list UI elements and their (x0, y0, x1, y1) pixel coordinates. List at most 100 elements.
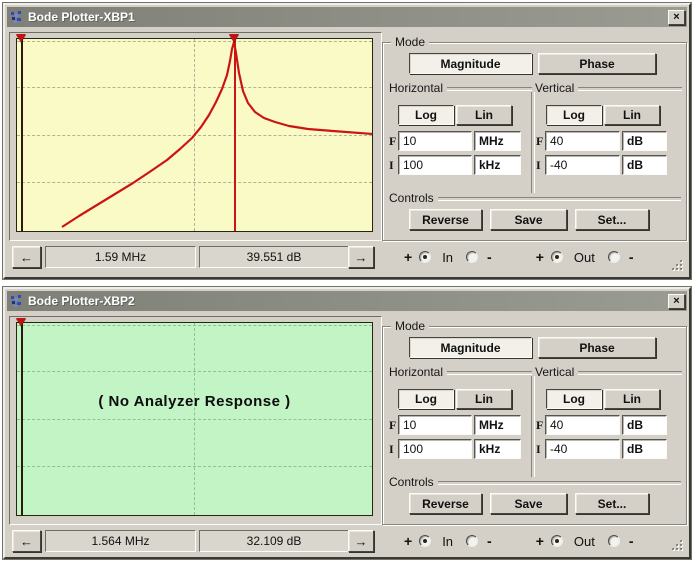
plot-area: ( No Analyzer Response ) (16, 322, 373, 516)
in-plus-radio[interactable] (419, 535, 432, 547)
window-titlebar[interactable]: Bode Plotter-XBP1 × (7, 7, 687, 27)
bode-plotter-window-xbp2: Bode Plotter-XBP2 × ( No Analyzer Respon… (3, 287, 691, 559)
out-minus-label: - (628, 249, 634, 265)
section-divider (531, 376, 535, 477)
magnitude-readout: 39.551 dB (199, 246, 349, 268)
phase-button[interactable]: Phase (538, 53, 656, 74)
vertical-i-unit[interactable]: dB (622, 439, 667, 459)
horizontal-f-input[interactable] (398, 415, 472, 435)
in-minus-radio[interactable] (466, 535, 479, 547)
magnitude-curve (17, 323, 372, 515)
window-titlebar[interactable]: Bode Plotter-XBP2 × (7, 291, 687, 311)
vertical-i-label: I (536, 442, 541, 456)
mode-label: Mode (391, 35, 430, 49)
io-polarity-row: + In - + Out - (382, 245, 687, 269)
horizontal-i-unit[interactable]: kHz (474, 155, 521, 175)
reverse-button[interactable]: Reverse (409, 209, 482, 230)
horizontal-f-input[interactable] (398, 131, 472, 151)
mode-groupbox: Mode Magnitude Phase Horizontal Vertical… (382, 319, 687, 525)
vertical-f-unit[interactable]: dB (622, 131, 667, 151)
horizontal-f-label: F (389, 134, 397, 148)
magnitude-curve (61, 40, 372, 228)
vertical-f-input[interactable] (545, 415, 620, 435)
set-button[interactable]: Set... (575, 209, 649, 230)
horizontal-f-unit[interactable]: MHz (474, 131, 521, 151)
left-marker-icon (16, 318, 26, 326)
mode-groupbox: Mode Magnitude Phase Horizontal Vertical… (382, 35, 687, 241)
vertical-i-label: I (536, 158, 541, 172)
vertical-log-button[interactable]: Log (546, 389, 602, 409)
vertical-i-input[interactable] (545, 439, 620, 459)
save-button[interactable]: Save (490, 209, 567, 230)
horizontal-log-button[interactable]: Log (398, 389, 454, 409)
bode-plotter-window-xbp1: Bode Plotter-XBP1 × ← 1.59 MHz 39.551 dB… (3, 3, 691, 279)
horizontal-i-input[interactable] (398, 439, 472, 459)
instrument-icon (9, 294, 24, 309)
cursor-marker-icon[interactable] (229, 34, 239, 42)
in-plus-radio[interactable] (419, 251, 432, 263)
vertical-lin-button[interactable]: Lin (604, 105, 660, 125)
horizontal-section-header: Horizontal (389, 81, 532, 95)
vertical-f-input[interactable] (545, 131, 620, 151)
out-plus-radio[interactable] (550, 535, 563, 547)
scroll-right-button[interactable]: → (348, 530, 374, 552)
horizontal-i-label: I (389, 442, 394, 456)
vertical-lin-button[interactable]: Lin (604, 389, 660, 409)
in-minus-label: - (487, 533, 492, 549)
cursor-line[interactable] (234, 39, 236, 231)
out-minus-radio[interactable] (607, 535, 620, 547)
scroll-left-button[interactable]: ← (12, 246, 41, 268)
left-marker-icon (16, 34, 26, 42)
window-title: Bode Plotter-XBP1 (28, 10, 135, 24)
plot-area (16, 38, 373, 232)
out-minus-radio[interactable] (607, 251, 620, 263)
magnitude-readout: 32.109 dB (199, 530, 349, 552)
horizontal-lin-button[interactable]: Lin (456, 105, 512, 125)
out-minus-label: - (628, 533, 634, 549)
horizontal-i-unit[interactable]: kHz (474, 439, 521, 459)
vertical-i-input[interactable] (545, 155, 620, 175)
no-response-text: ( No Analyzer Response ) (98, 393, 291, 410)
frequency-readout: 1.564 MHz (45, 530, 196, 552)
horizontal-log-button[interactable]: Log (398, 105, 454, 125)
out-label: Out (573, 249, 595, 265)
close-icon[interactable]: × (668, 9, 685, 25)
horizontal-lin-button[interactable]: Lin (456, 389, 512, 409)
resize-grip-icon[interactable] (671, 259, 684, 272)
instrument-icon (9, 10, 24, 25)
left-marker-line (21, 39, 23, 231)
scroll-left-button[interactable]: ← (12, 530, 41, 552)
controls-section-header: Controls (389, 191, 681, 205)
magnitude-button[interactable]: Magnitude (409, 53, 532, 74)
out-plus-label: + (535, 249, 544, 265)
set-button[interactable]: Set... (575, 493, 649, 514)
io-polarity-row: + In - + Out - (382, 529, 687, 553)
left-marker-line (21, 323, 23, 515)
reverse-button[interactable]: Reverse (409, 493, 482, 514)
gridline (194, 323, 195, 515)
magnitude-button[interactable]: Magnitude (409, 337, 532, 358)
vertical-section-header: Vertical (535, 365, 682, 379)
horizontal-f-unit[interactable]: MHz (474, 415, 521, 435)
vertical-log-button[interactable]: Log (546, 105, 602, 125)
horizontal-i-label: I (389, 158, 394, 172)
out-plus-radio[interactable] (550, 251, 563, 263)
resize-grip-icon[interactable] (671, 539, 684, 552)
window-title: Bode Plotter-XBP2 (28, 294, 135, 308)
in-minus-label: - (487, 249, 492, 265)
out-label: Out (573, 533, 595, 549)
vertical-i-unit[interactable]: dB (622, 155, 667, 175)
save-button[interactable]: Save (490, 493, 567, 514)
vertical-f-unit[interactable]: dB (622, 415, 667, 435)
frequency-readout: 1.59 MHz (45, 246, 196, 268)
close-icon[interactable]: × (668, 293, 685, 309)
in-label: In (442, 249, 454, 265)
controls-section-header: Controls (389, 475, 681, 489)
horizontal-i-input[interactable] (398, 155, 472, 175)
in-plus-label: + (404, 533, 413, 549)
scroll-right-button[interactable]: → (348, 246, 374, 268)
in-minus-radio[interactable] (466, 251, 479, 263)
in-label: In (442, 533, 454, 549)
phase-button[interactable]: Phase (538, 337, 656, 358)
section-divider (531, 92, 535, 193)
